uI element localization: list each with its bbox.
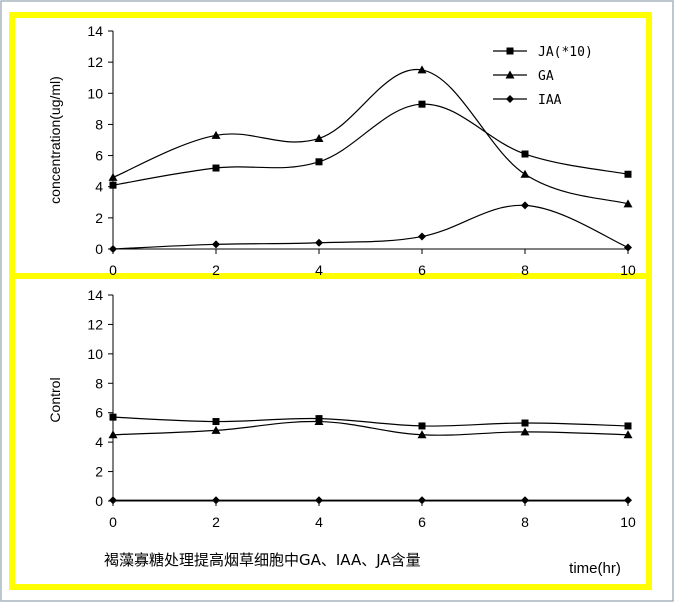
data-point-ga: [108, 172, 118, 181]
data-point-ga: [417, 430, 427, 439]
legend-label-iaa: IAA: [538, 93, 562, 108]
y-tick-label: 14: [87, 23, 103, 39]
data-point-iaa: [212, 240, 220, 249]
y-tick-label: 8: [95, 375, 103, 391]
series-line-ga: [112, 69, 629, 205]
y-tick-label: 6: [95, 405, 103, 421]
series-line-iaa: [112, 204, 629, 250]
y-tick-label: 4: [95, 179, 103, 195]
x-tick-label: 0: [109, 262, 117, 278]
data-point-iaa: [212, 496, 220, 505]
x-tick-label: 8: [521, 514, 529, 530]
data-point-ga: [314, 417, 324, 426]
legend-label-ja-10: JA(*10): [538, 45, 593, 60]
figure-caption: 褐藻寡糖处理提高烟草细胞中GA、IAA、JA含量: [104, 551, 421, 569]
y-tick-label: 10: [87, 346, 103, 362]
data-point-iaa: [315, 496, 323, 505]
data-point-ga: [211, 425, 221, 434]
y-tick-label: 0: [95, 493, 103, 509]
data-point-ja-10: [212, 418, 220, 426]
y-tick-label: 0: [95, 241, 103, 257]
data-point-iaa: [418, 232, 426, 241]
x-tick-label: 10: [620, 514, 636, 530]
data-point-ga: [520, 169, 530, 178]
data-point-iaa: [521, 201, 529, 210]
data-point-ja-10: [212, 164, 220, 172]
data-point-iaa: [109, 496, 117, 505]
bottom-chart: 0 2 4 6 8 10 12 14 0 2 4 6 8 10 Control time(hr): [47, 287, 636, 577]
y-tick-label: 12: [87, 54, 103, 70]
data-point-iaa: [521, 496, 529, 505]
data-point-ga: [108, 430, 118, 439]
y-tick-label: 6: [95, 148, 103, 164]
data-point-iaa: [315, 238, 323, 247]
data-point-ga: [314, 133, 324, 142]
y-axis-label: concentration(ug/ml): [47, 76, 63, 204]
x-tick-label: 6: [418, 262, 426, 278]
legend-marker-iaa: [506, 95, 514, 103]
data-point-iaa: [624, 243, 632, 252]
x-tick-label: 10: [620, 262, 636, 278]
data-point-ja-10: [418, 100, 426, 108]
series-line-ja-10: [112, 416, 629, 427]
data-point-ga: [623, 199, 633, 208]
x-tick-label: 6: [418, 514, 426, 530]
x-tick-label: 4: [315, 262, 323, 278]
x-tick-label: 4: [315, 514, 323, 530]
data-point-ja-10: [624, 170, 632, 178]
data-point-ga: [520, 427, 530, 436]
y-tick-label: 2: [95, 210, 103, 226]
legend-marker-ga: [505, 70, 515, 79]
x-tick-label: 8: [521, 262, 529, 278]
bottom-yellow-frame: [9, 273, 652, 590]
y-axis-label: Control: [47, 377, 63, 422]
data-point-iaa: [418, 496, 426, 505]
data-point-ja-10: [521, 419, 529, 427]
x-tick-label: 2: [212, 262, 220, 278]
legend-label-ga: GA: [538, 69, 554, 84]
y-tick-label: 2: [95, 464, 103, 480]
data-point-ja-10: [624, 422, 632, 430]
y-tick-label: 14: [87, 287, 103, 303]
data-point-ja-10: [109, 181, 117, 189]
data-point-ja-10: [418, 422, 426, 430]
series-line-ga: [112, 420, 629, 436]
legend-marker-ja-10: [506, 47, 514, 55]
y-tick-label: 8: [95, 116, 103, 132]
data-point-ja-10: [109, 413, 117, 421]
series-line-ja-10: [112, 103, 629, 186]
data-point-ga: [211, 130, 221, 139]
x-axis-label: time(hr): [569, 560, 621, 577]
data-point-iaa: [624, 496, 632, 505]
y-tick-label: 12: [87, 316, 103, 332]
x-tick-label: 2: [212, 514, 220, 530]
data-point-ga: [623, 430, 633, 439]
data-point-ga: [417, 65, 427, 74]
y-tick-label: 4: [95, 434, 103, 450]
data-point-iaa: [109, 245, 117, 253]
data-point-ja-10: [521, 150, 529, 158]
top-chart: 0 2 4 6 8 10 12 14 0 2 4 6 8 10 concentration(ug/ml) JA…: [47, 23, 636, 278]
data-point-ja-10: [315, 158, 323, 166]
y-tick-label: 10: [87, 85, 103, 101]
x-tick-label: 0: [109, 514, 117, 530]
